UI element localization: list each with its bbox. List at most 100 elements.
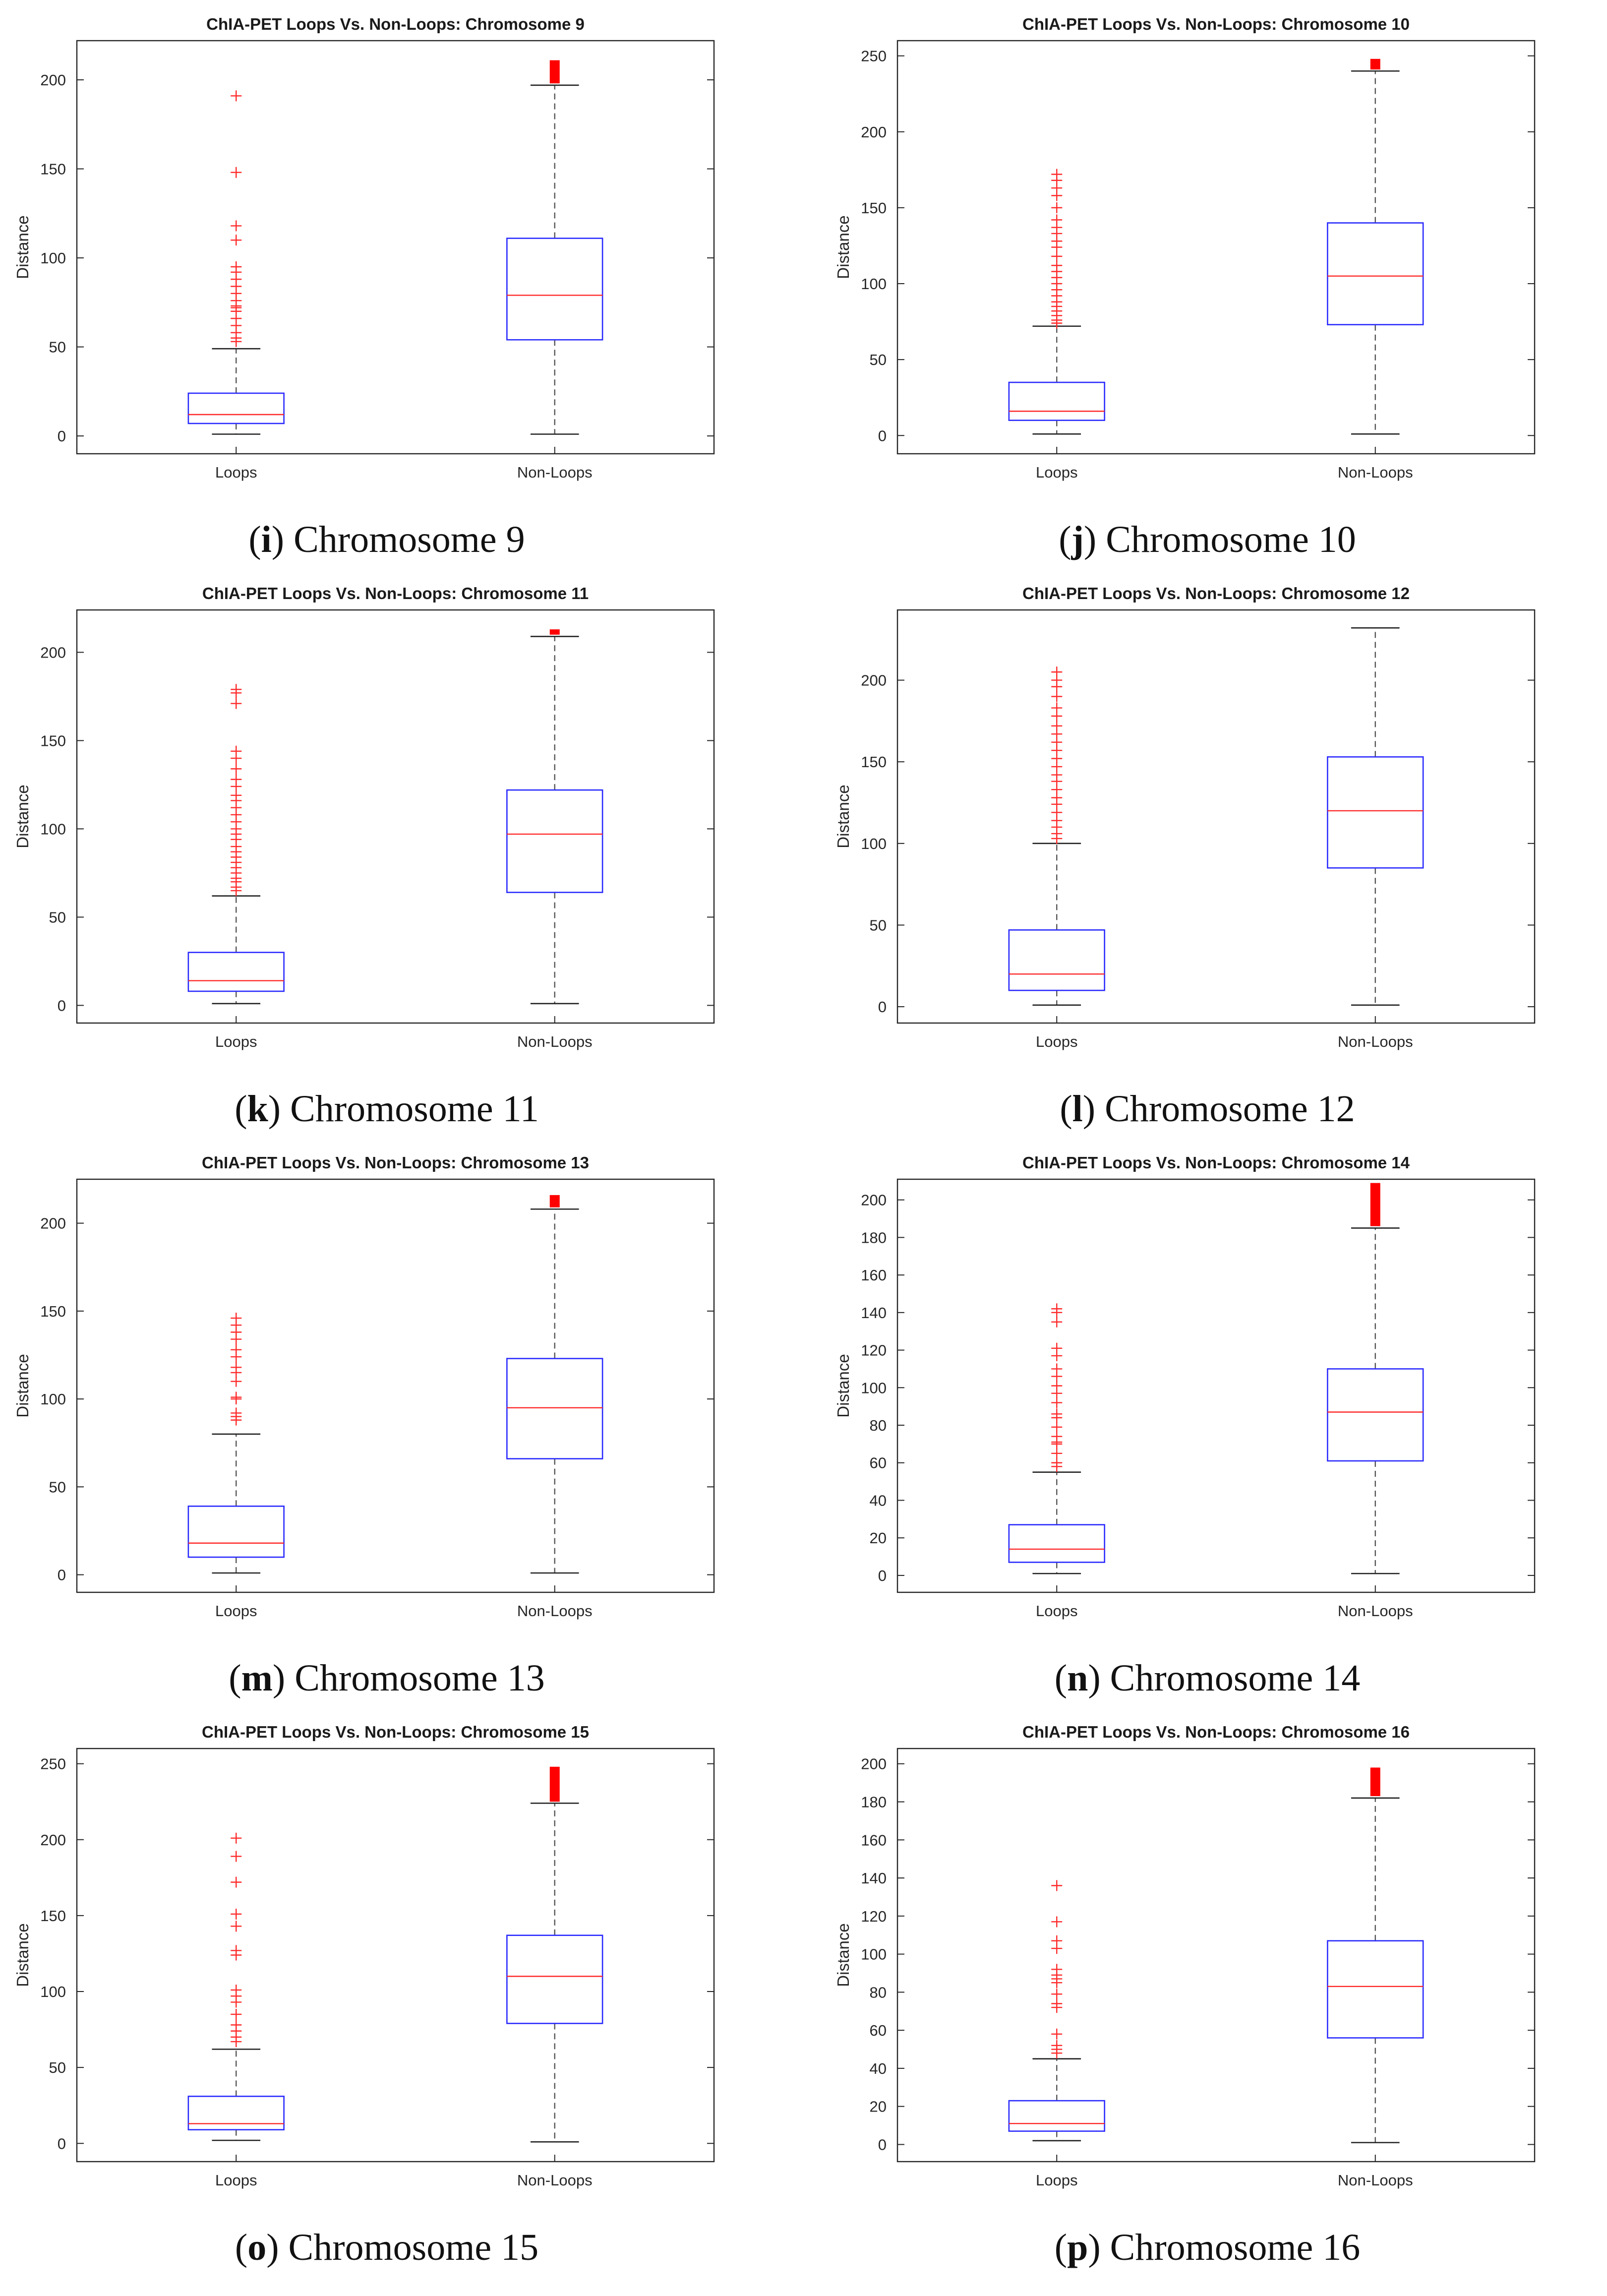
outlier-marker: [1051, 1448, 1063, 1459]
figure-panel-j: ChIA-PET Loops Vs. Non-Loops: Chromosome…: [821, 0, 1594, 575]
figure-panel-n: ChIA-PET Loops Vs. Non-Loops: Chromosome…: [821, 1139, 1594, 1714]
y-tick-label: 0: [878, 427, 887, 444]
outlier-marker: [1051, 1371, 1063, 1382]
panel-letter: p: [1067, 2227, 1088, 2268]
y-tick-label: 50: [49, 908, 66, 926]
iqr-box: [187, 2096, 285, 2130]
outlier-band: [549, 629, 560, 635]
y-tick-label: 80: [870, 1984, 887, 2001]
y-tick-label: 150: [861, 753, 887, 771]
y-tick-label: 60: [870, 2022, 887, 2039]
y-tick-label: 180: [861, 1793, 887, 1811]
boxplot-chart-k: ChIA-PET Loops Vs. Non-Loops: Chromosome…: [13, 584, 715, 1050]
panel-caption: (j) Chromosome 10: [1059, 519, 1356, 560]
iqr-box: [1327, 222, 1424, 325]
outlier-marker: [1051, 202, 1063, 213]
outlier-marker: [231, 90, 242, 102]
y-tick-label: 50: [870, 916, 887, 934]
figure-panel-p: ChIA-PET Loops Vs. Non-Loops: Chromosome…: [821, 1708, 1594, 2283]
chart-title: ChIA-PET Loops Vs. Non-Loops: Chromosome…: [202, 584, 589, 603]
chart-title: ChIA-PET Loops Vs. Non-Loops: Chromosome…: [1022, 1153, 1410, 1172]
y-tick-label: 100: [861, 1946, 887, 1963]
y-tick-label: 250: [861, 48, 887, 65]
outlier-marker: [1051, 1943, 1063, 1954]
outlier-marker: [1051, 2028, 1063, 2040]
outlier-band: [549, 1195, 560, 1208]
y-tick-label: 140: [861, 1870, 887, 1887]
iqr-box: [187, 1506, 285, 1558]
y-tick-label: 120: [861, 1342, 887, 1359]
iqr-box: [506, 238, 603, 341]
y-tick-label: 200: [861, 123, 887, 141]
y-tick-label: 0: [58, 427, 66, 445]
box-loops: [187, 684, 285, 1005]
box-loops: [1008, 1303, 1105, 1574]
y-tick-label: 20: [870, 2098, 887, 2115]
y-axis-label: Distance: [834, 1923, 852, 1987]
y-tick-label: 100: [861, 1379, 887, 1396]
chart-title: ChIA-PET Loops Vs. Non-Loops: Chromosome…: [206, 15, 585, 33]
outlier-marker: [1051, 1989, 1063, 2000]
outlier-marker: [231, 1376, 242, 1387]
y-tick-label: 150: [40, 732, 66, 749]
caption-text: Chromosome 16: [1110, 2227, 1361, 2268]
outlier-marker: [1051, 1412, 1063, 1423]
outlier-marker: [1051, 1461, 1063, 1472]
y-tick-label: 200: [40, 71, 66, 89]
outlier-band: [1370, 59, 1380, 70]
outlier-marker: [231, 753, 242, 764]
y-tick-label: 250: [40, 1755, 66, 1773]
outlier-marker: [1051, 833, 1063, 844]
axes-frame: [896, 40, 1536, 455]
y-tick-label: 160: [861, 1831, 887, 1849]
box-non-loops: [1327, 1183, 1424, 1574]
iqr-box: [1008, 929, 1105, 991]
panel-caption: (i) Chromosome 9: [248, 519, 525, 560]
caption-text: Chromosome 12: [1105, 1088, 1355, 1130]
outlier-marker: [231, 1851, 242, 1862]
x-tick-label: Loops: [215, 1033, 257, 1050]
outlier-marker: [231, 1832, 242, 1844]
x-tick-label: Loops: [1036, 2172, 1077, 2189]
outlier-band: [1370, 1767, 1380, 1796]
x-tick-label: Non-Loops: [1338, 464, 1413, 481]
y-tick-label: 180: [861, 1229, 887, 1246]
x-tick-label: Non-Loops: [517, 1033, 593, 1050]
panel-letter: l: [1072, 1088, 1083, 1130]
outlier-marker: [1051, 691, 1063, 702]
y-axis-label: Distance: [834, 1354, 852, 1417]
y-tick-label: 120: [861, 1908, 887, 1925]
outlier-marker: [1051, 1388, 1063, 1399]
x-tick-label: Loops: [215, 464, 257, 481]
outlier-band: [1370, 1183, 1380, 1226]
figure-panel-l: ChIA-PET Loops Vs. Non-Loops: Chromosome…: [821, 569, 1594, 1145]
box-non-loops: [506, 1195, 603, 1574]
y-tick-label: 100: [40, 820, 66, 838]
axes-frame: [76, 1748, 715, 2163]
y-tick-label: 200: [40, 1831, 66, 1849]
outlier-marker: [1051, 2002, 1063, 2013]
y-axis-label: Distance: [13, 1354, 32, 1417]
outlier-marker: [1051, 1438, 1063, 1450]
box-non-loops: [1327, 59, 1424, 435]
boxplot-chart-p: ChIA-PET Loops Vs. Non-Loops: Chromosome…: [834, 1723, 1536, 2189]
x-tick-label: Loops: [1036, 464, 1077, 481]
axes-frame: [896, 609, 1536, 1024]
panel-letter: i: [261, 519, 272, 560]
x-tick-label: Non-Loops: [517, 464, 593, 481]
y-tick-label: 60: [870, 1454, 887, 1472]
iqr-box: [1008, 1524, 1105, 1563]
y-tick-label: 0: [878, 998, 887, 1016]
panel-caption: (m) Chromosome 13: [229, 1657, 545, 1699]
axes-frame: [76, 40, 715, 455]
outlier-marker: [1051, 1421, 1063, 1433]
boxplot-chart-i: ChIA-PET Loops Vs. Non-Loops: Chromosome…: [13, 15, 715, 481]
outlier-marker: [231, 1351, 242, 1363]
outlier-marker: [231, 336, 242, 347]
outlier-marker: [231, 2008, 242, 2020]
box-loops: [1008, 1880, 1105, 2142]
outlier-band: [549, 1766, 560, 1802]
y-tick-label: 100: [861, 835, 887, 852]
y-tick-label: 200: [40, 644, 66, 661]
chart-title: ChIA-PET Loops Vs. Non-Loops: Chromosome…: [1022, 584, 1410, 603]
